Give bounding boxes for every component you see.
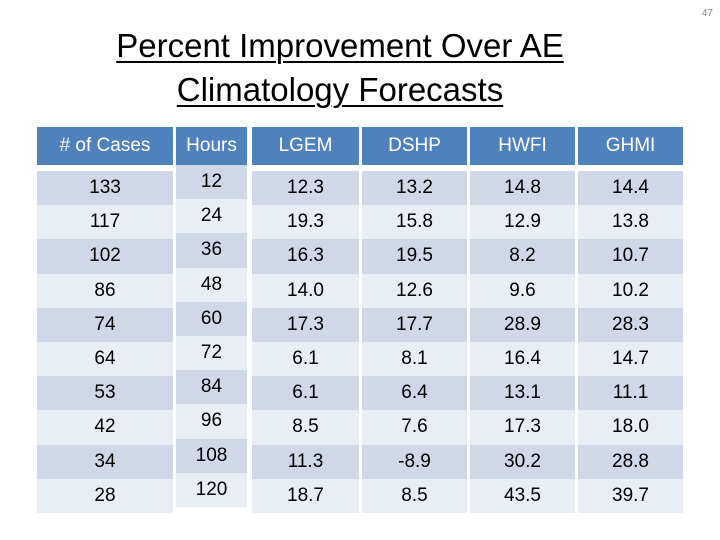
header-ghmi: GHMI bbox=[578, 127, 683, 165]
cell-cases: 133 bbox=[37, 171, 173, 206]
cell-hwfi: 30.2 bbox=[470, 444, 575, 479]
table-row: 133 12 12.3 13.2 14.8 14.4 bbox=[37, 165, 683, 206]
cell-hours: 12 bbox=[176, 165, 247, 200]
table-row: 28 120 18.7 8.5 43.5 39.7 bbox=[37, 472, 683, 513]
slide-title: Percent Improvement Over AE Climatology … bbox=[80, 24, 600, 112]
table-row: 42 96 8.5 7.6 17.3 18.0 bbox=[37, 404, 683, 445]
title-line-1: Percent Improvement Over AE bbox=[116, 27, 564, 64]
cell-cases: 117 bbox=[37, 205, 173, 240]
improvement-table: # of Cases Hours LGEM DSHP HWFI GHMI 133 12 12.… bbox=[37, 127, 683, 513]
cell-hwfi: 43.5 bbox=[470, 478, 575, 513]
cell-dshp: 17.7 bbox=[362, 307, 467, 342]
cell-lgem: 17.3 bbox=[252, 307, 359, 342]
cell-lgem: 6.1 bbox=[252, 341, 359, 377]
cell-cases: 53 bbox=[37, 376, 173, 411]
header-lgem: LGEM bbox=[252, 127, 359, 165]
cell-dshp: 7.6 bbox=[362, 410, 467, 445]
cell-cases: 64 bbox=[37, 341, 173, 377]
cell-hours: 120 bbox=[176, 472, 247, 507]
cell-hwfi: 17.3 bbox=[470, 410, 575, 445]
table-row: 34 108 11.3 -8.9 30.2 28.8 bbox=[37, 438, 683, 479]
cell-ghmi: 18.0 bbox=[578, 410, 683, 445]
cell-hours: 36 bbox=[176, 233, 247, 268]
header-cases: # of Cases bbox=[37, 127, 173, 165]
cell-ghmi: 28.8 bbox=[578, 444, 683, 479]
cell-lgem: 11.3 bbox=[252, 444, 359, 479]
cell-hours: 72 bbox=[176, 335, 247, 371]
cell-dshp: 13.2 bbox=[362, 171, 467, 206]
table-header-row: # of Cases Hours LGEM DSHP HWFI GHMI bbox=[37, 127, 683, 165]
table-row: 86 48 14.0 12.6 9.6 10.2 bbox=[37, 267, 683, 308]
cell-lgem: 18.7 bbox=[252, 478, 359, 513]
table-row: 102 36 16.3 19.5 8.2 10.7 bbox=[37, 233, 683, 274]
cell-cases: 34 bbox=[37, 444, 173, 479]
cell-lgem: 16.3 bbox=[252, 239, 359, 274]
table-body: 133 12 12.3 13.2 14.8 14.4 117 24 19.3 15.8 12.9 13… bbox=[37, 165, 683, 513]
cell-hwfi: 12.9 bbox=[470, 205, 575, 240]
cell-lgem: 14.0 bbox=[252, 273, 359, 308]
cell-hwfi: 28.9 bbox=[470, 307, 575, 342]
cell-cases: 86 bbox=[37, 273, 173, 308]
header-hwfi: HWFI bbox=[470, 127, 575, 165]
table-row: 53 84 6.1 6.4 13.1 11.1 bbox=[37, 370, 683, 411]
slide-number: 47 bbox=[701, 8, 713, 19]
cell-ghmi: 10.2 bbox=[578, 273, 683, 308]
cell-hwfi: 9.6 bbox=[470, 273, 575, 308]
cell-cases: 28 bbox=[37, 478, 173, 513]
cell-ghmi: 39.7 bbox=[578, 478, 683, 513]
cell-lgem: 8.5 bbox=[252, 410, 359, 445]
cell-ghmi: 28.3 bbox=[578, 307, 683, 342]
cell-dshp: -8.9 bbox=[362, 444, 467, 479]
cell-hours: 48 bbox=[176, 267, 247, 302]
cell-dshp: 6.4 bbox=[362, 376, 467, 411]
cell-cases: 102 bbox=[37, 239, 173, 274]
cell-hwfi: 8.2 bbox=[470, 239, 575, 274]
cell-ghmi: 10.7 bbox=[578, 239, 683, 274]
cell-dshp: 15.8 bbox=[362, 205, 467, 240]
cell-ghmi: 14.4 bbox=[578, 171, 683, 206]
cell-ghmi: 13.8 bbox=[578, 205, 683, 240]
table-row: 74 60 17.3 17.7 28.9 28.3 bbox=[37, 301, 683, 342]
cell-hwfi: 13.1 bbox=[470, 376, 575, 411]
cell-cases: 42 bbox=[37, 410, 173, 445]
table-row: 117 24 19.3 15.8 12.9 13.8 bbox=[37, 199, 683, 240]
cell-hours: 96 bbox=[176, 404, 247, 439]
table-row: 64 72 6.1 8.1 16.4 14.7 bbox=[37, 335, 683, 377]
cell-hours: 60 bbox=[176, 301, 247, 336]
cell-dshp: 8.5 bbox=[362, 478, 467, 513]
cell-dshp: 8.1 bbox=[362, 341, 467, 377]
title-line-2: Climatology Forecasts bbox=[176, 71, 504, 108]
cell-hours: 108 bbox=[176, 438, 247, 473]
cell-hwfi: 16.4 bbox=[470, 341, 575, 377]
cell-ghmi: 14.7 bbox=[578, 341, 683, 377]
cell-lgem: 12.3 bbox=[252, 171, 359, 206]
cell-dshp: 12.6 bbox=[362, 273, 467, 308]
cell-cases: 74 bbox=[37, 307, 173, 342]
cell-hours: 24 bbox=[176, 199, 247, 234]
cell-hwfi: 14.8 bbox=[470, 171, 575, 206]
cell-hours: 84 bbox=[176, 370, 247, 405]
cell-lgem: 19.3 bbox=[252, 205, 359, 240]
cell-lgem: 6.1 bbox=[252, 376, 359, 411]
header-dshp: DSHP bbox=[362, 127, 467, 165]
cell-dshp: 19.5 bbox=[362, 239, 467, 274]
cell-ghmi: 11.1 bbox=[578, 376, 683, 411]
header-hours: Hours bbox=[176, 127, 247, 165]
